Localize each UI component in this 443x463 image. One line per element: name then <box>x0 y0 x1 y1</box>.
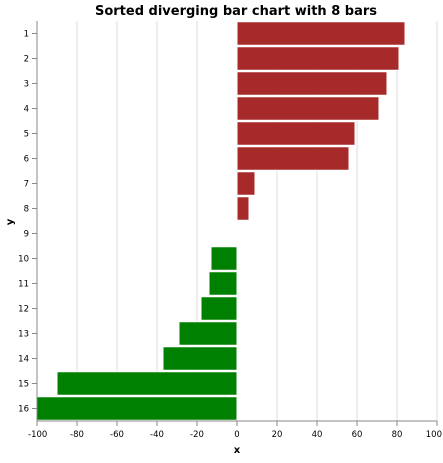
bars <box>37 22 405 421</box>
y-tick-label: 2 <box>24 55 29 65</box>
bar <box>209 272 237 296</box>
bar <box>237 47 399 71</box>
y-tick-label: 11 <box>18 280 29 290</box>
x-axis-title: x <box>234 445 241 456</box>
y-tick-label: 5 <box>24 130 29 140</box>
y-tick-label: 3 <box>24 80 29 90</box>
x-tick-label: 40 <box>312 430 323 440</box>
x-tick-label: 0 <box>234 430 239 440</box>
y-tick-label: 10 <box>18 255 29 265</box>
bar <box>237 22 405 46</box>
x-tick-labels: -100 -80 -60 -40 -20 0 20 40 60 80 100 <box>28 421 442 440</box>
chart-title: Sorted diverging bar chart with 8 bars <box>95 4 377 19</box>
y-tick-label: 12 <box>18 305 29 315</box>
bar <box>237 72 387 96</box>
y-tick-label: 9 <box>24 230 29 240</box>
bar <box>179 322 237 346</box>
x-tick-label: 80 <box>392 430 403 440</box>
y-axis-title: y <box>5 218 16 225</box>
bar <box>237 172 255 196</box>
bar <box>211 247 237 271</box>
bar <box>37 397 237 421</box>
y-tick-label: 15 <box>18 380 29 390</box>
y-tick-label: 4 <box>24 105 29 115</box>
x-tick-label: -80 <box>70 430 84 440</box>
x-tick-label: -20 <box>190 430 204 440</box>
bar <box>57 372 237 396</box>
bar <box>237 122 355 146</box>
x-tick-label: 20 <box>272 430 283 440</box>
bar <box>201 297 237 321</box>
x-tick-label: -40 <box>150 430 164 440</box>
bar <box>237 97 379 121</box>
y-tick-label: 16 <box>18 405 29 415</box>
bar <box>163 347 237 371</box>
bar <box>237 147 349 171</box>
x-tick-label: -60 <box>110 430 124 440</box>
x-tick-label: -100 <box>28 430 47 440</box>
y-tick-label: 13 <box>18 330 29 340</box>
y-tick-label: 6 <box>24 155 29 165</box>
x-tick-label: 60 <box>352 430 363 440</box>
x-tick-label: 100 <box>426 430 442 440</box>
y-tick-label: 14 <box>18 355 29 365</box>
bar <box>237 197 249 221</box>
y-tick-label: 8 <box>24 205 29 215</box>
y-tick-label: 1 <box>24 30 29 40</box>
y-tick-label: 7 <box>24 180 29 190</box>
